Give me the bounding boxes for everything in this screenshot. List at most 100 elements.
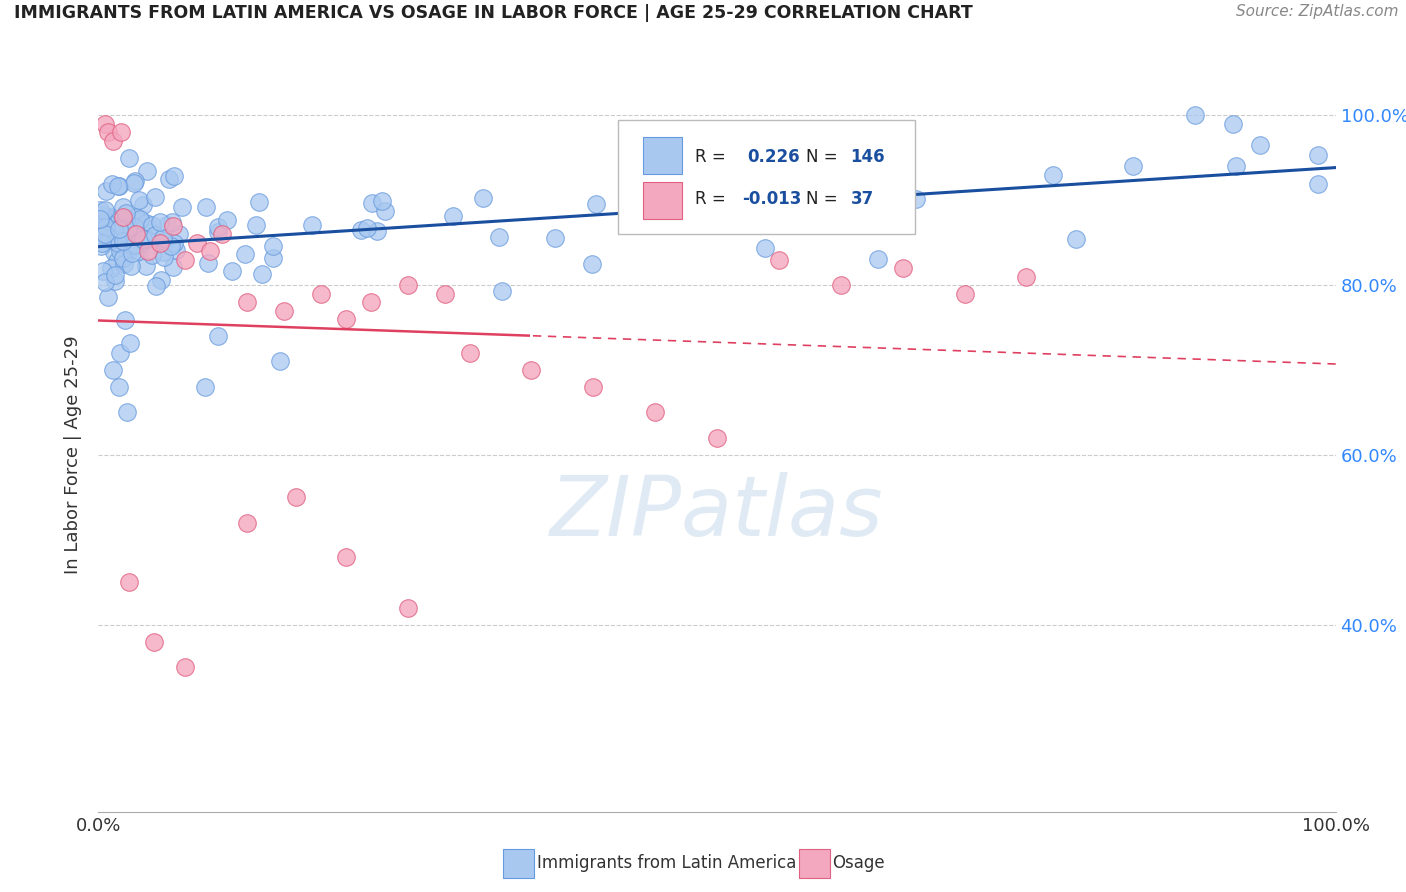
Point bbox=[131, 232, 153, 246]
Point bbox=[1225, 159, 1247, 173]
Text: R =: R = bbox=[695, 148, 725, 166]
Point bbox=[768, 252, 790, 267]
Point bbox=[152, 231, 174, 245]
Point bbox=[143, 635, 166, 649]
Point bbox=[207, 219, 229, 234]
Point bbox=[108, 221, 131, 235]
Point bbox=[747, 166, 769, 180]
Point bbox=[236, 295, 259, 310]
Point bbox=[233, 246, 256, 260]
Point bbox=[236, 516, 259, 530]
Point bbox=[174, 660, 197, 674]
Point bbox=[754, 241, 776, 255]
Point bbox=[361, 196, 384, 211]
Point bbox=[152, 245, 174, 260]
FancyBboxPatch shape bbox=[643, 182, 682, 219]
Point bbox=[335, 312, 357, 326]
Point bbox=[108, 380, 131, 394]
Point bbox=[121, 239, 143, 253]
Point bbox=[1222, 117, 1244, 131]
Point bbox=[97, 211, 120, 225]
Point bbox=[103, 223, 125, 237]
Point bbox=[110, 125, 132, 139]
Point bbox=[141, 218, 163, 232]
Point bbox=[301, 218, 323, 232]
Point bbox=[162, 219, 184, 233]
Point bbox=[111, 251, 134, 265]
Point bbox=[159, 239, 181, 253]
Point bbox=[112, 231, 135, 245]
Point bbox=[891, 260, 914, 275]
Point bbox=[396, 600, 419, 615]
Point bbox=[262, 238, 284, 252]
Point bbox=[194, 380, 217, 394]
Point bbox=[371, 194, 394, 208]
Point bbox=[458, 346, 481, 360]
Point bbox=[114, 313, 136, 327]
Point bbox=[820, 185, 842, 199]
Point bbox=[163, 236, 186, 251]
Point bbox=[101, 224, 124, 238]
Point bbox=[111, 200, 134, 214]
Point bbox=[207, 225, 229, 239]
Point bbox=[247, 194, 270, 209]
Point bbox=[135, 259, 157, 273]
Point bbox=[120, 259, 142, 273]
Point bbox=[104, 268, 127, 283]
Point bbox=[198, 244, 221, 258]
Point bbox=[108, 222, 131, 236]
Point bbox=[335, 549, 357, 564]
Text: 146: 146 bbox=[851, 148, 886, 166]
Point bbox=[1122, 159, 1144, 173]
Point bbox=[136, 220, 159, 235]
Point bbox=[91, 208, 114, 222]
Point bbox=[105, 215, 128, 229]
Point bbox=[1249, 137, 1271, 152]
Point bbox=[108, 244, 131, 259]
Point bbox=[129, 214, 152, 228]
Point bbox=[866, 252, 889, 267]
Point bbox=[441, 209, 464, 223]
Point bbox=[149, 235, 172, 250]
Point bbox=[360, 295, 382, 310]
Point bbox=[91, 216, 114, 230]
Point bbox=[108, 226, 131, 240]
Point bbox=[644, 405, 666, 419]
Point bbox=[117, 244, 139, 259]
Point bbox=[91, 235, 114, 250]
Point bbox=[115, 405, 138, 419]
Point bbox=[97, 125, 120, 139]
Text: IMMIGRANTS FROM LATIN AMERICA VS OSAGE IN LABOR FORCE | AGE 25-29 CORRELATION CH: IMMIGRANTS FROM LATIN AMERICA VS OSAGE I… bbox=[14, 4, 973, 22]
Point bbox=[350, 223, 373, 237]
Point bbox=[94, 203, 117, 218]
Point bbox=[1042, 168, 1064, 182]
Point bbox=[953, 286, 976, 301]
Text: ZIPatlas: ZIPatlas bbox=[550, 472, 884, 552]
Point bbox=[872, 180, 894, 194]
Point bbox=[170, 200, 193, 214]
Point bbox=[1184, 108, 1206, 122]
Point bbox=[101, 233, 124, 247]
Text: N =: N = bbox=[806, 148, 838, 166]
Point bbox=[111, 235, 134, 249]
Point bbox=[90, 227, 112, 242]
Point bbox=[89, 203, 111, 218]
Point bbox=[167, 227, 190, 242]
Text: -0.013: -0.013 bbox=[742, 191, 801, 209]
Point bbox=[98, 229, 121, 244]
Point bbox=[108, 346, 131, 360]
Point bbox=[100, 210, 122, 224]
Point bbox=[160, 214, 183, 228]
Point bbox=[122, 176, 145, 190]
Point bbox=[141, 247, 163, 261]
Point bbox=[129, 237, 152, 252]
Point bbox=[174, 252, 197, 267]
Point bbox=[122, 220, 145, 235]
Point bbox=[197, 255, 219, 269]
Point bbox=[194, 200, 217, 214]
Point bbox=[117, 221, 139, 235]
Point bbox=[585, 197, 607, 211]
Point bbox=[221, 264, 243, 278]
Point bbox=[96, 220, 118, 235]
Point bbox=[582, 380, 605, 394]
